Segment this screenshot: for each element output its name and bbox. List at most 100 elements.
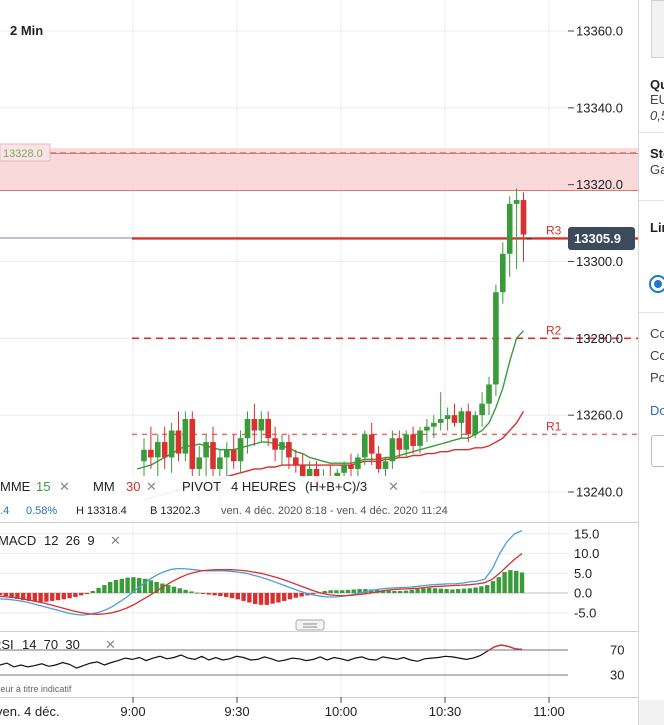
candle-down	[272, 438, 278, 450]
side-panel-input[interactable]	[651, 435, 664, 467]
ma-label: MM	[93, 479, 115, 494]
candle-down	[251, 419, 258, 431]
rsi-footnote: Valeur à titre indicatif	[0, 684, 72, 694]
candle-down	[286, 442, 292, 458]
side-panel-button[interactable]	[651, 0, 664, 58]
macd-hist-bar-positive	[334, 590, 339, 593]
macd-hist-bar-positive	[461, 588, 467, 593]
pivot-labels: R3 R2 R1	[546, 223, 562, 433]
macd-hist-bar-negative	[50, 593, 55, 601]
side-panel-separator	[639, 200, 664, 201]
macd-hist-bar-positive	[519, 572, 525, 593]
macd-hist-bar-positive	[96, 587, 101, 593]
macd-hist-bar-positive	[102, 585, 107, 593]
price-tick-label: 13320.0	[576, 177, 623, 192]
macd-hist-bar-positive	[189, 591, 194, 593]
timeframe-label[interactable]: 2 Min	[10, 23, 43, 38]
ma-period[interactable]: 30	[126, 479, 140, 494]
macd-hist-bar-positive	[363, 589, 368, 593]
macd-hist-bar-positive	[171, 586, 177, 593]
pivot-formula[interactable]: (H+B+C)/3	[305, 479, 367, 494]
side-panel-separator	[639, 312, 664, 313]
price-tick-label: 13300.0	[576, 254, 623, 269]
macd-hist-bar-negative	[44, 593, 49, 602]
price-tick-label: 13240.0	[576, 485, 623, 500]
rsi-params[interactable]: 14 70 30	[22, 637, 80, 652]
side-panel-item-8: Co	[650, 348, 664, 363]
macd-hist-bar-positive	[113, 579, 119, 593]
side-panel-item-4: Sto	[650, 146, 664, 161]
candle-down	[396, 438, 403, 450]
macd-hist-bar-positive	[409, 589, 414, 593]
macd-hist-bar-positive	[154, 581, 159, 593]
macd-hist-bar-positive	[328, 590, 333, 593]
candle-up	[424, 426, 430, 431]
current-price-tag[interactable]	[568, 227, 635, 250]
macd-params[interactable]: 12 26 9	[44, 533, 95, 548]
resistance-zone	[0, 148, 638, 191]
candle-up	[203, 442, 209, 458]
high-value: H 13318.4	[76, 505, 127, 517]
candle-up	[513, 200, 520, 204]
macd-tick-label: -5.0	[574, 605, 596, 620]
macd-hist-bar-negative	[299, 593, 304, 597]
candle-up	[458, 411, 465, 423]
side-panel-separator	[639, 132, 664, 133]
macd-hist-bar-positive	[502, 572, 507, 593]
side-panel-item-9: Po	[650, 370, 664, 385]
macd-hist-bar-positive	[432, 588, 438, 593]
price-tick-label: 13260.0	[576, 408, 623, 423]
candle-up	[389, 438, 396, 462]
rsi-close-icon[interactable]: ✕	[105, 638, 116, 653]
current-price-value: 13305.9	[574, 231, 621, 246]
rsi-overbought-segment	[486, 644, 523, 652]
macd-hist-bar-positive	[131, 577, 136, 593]
macd-tick-label: 15.0	[574, 526, 599, 541]
macd-hist-bar-positive	[125, 577, 130, 593]
candle-down	[265, 419, 271, 439]
macd-hist-bar-negative	[293, 593, 298, 598]
macd-hist-bar-negative	[79, 593, 84, 596]
pivot-close-icon[interactable]: ✕	[388, 480, 399, 495]
rsi-tick-label: 30	[610, 668, 624, 683]
pane-divider-1	[0, 522, 638, 523]
macd-resize-handle[interactable]	[295, 619, 325, 631]
candle-up	[362, 434, 368, 458]
side-panel-link[interactable]: Do	[650, 403, 664, 418]
change-abs: 5.4	[0, 505, 9, 517]
macd-hist-bar-negative	[276, 593, 281, 603]
partial-label: 13328.0	[3, 148, 43, 160]
ema-period[interactable]: 15	[36, 479, 50, 494]
macd-hist-bar-negative	[67, 593, 72, 599]
candle-up	[224, 449, 230, 458]
candle-up	[486, 384, 492, 404]
rsi-grid: 70 30	[0, 643, 624, 683]
macd-hist-bar-positive	[148, 580, 153, 593]
macd-hist-bar-negative	[61, 593, 66, 600]
time-tick-label: 9:00	[120, 704, 145, 719]
resistance-zone-bottom	[0, 190, 638, 191]
macd-label: MACD	[0, 533, 36, 548]
ema-close-icon[interactable]: ✕	[59, 480, 70, 495]
candle-down	[465, 411, 472, 435]
indicators-bar	[0, 476, 420, 519]
macd-tick-label: 5.0	[574, 566, 592, 581]
macd-hist-bar-negative	[247, 593, 252, 603]
pivot-label: PIVOT	[182, 479, 221, 494]
macd-hist-bar-negative	[200, 593, 206, 594]
candle-up	[141, 449, 147, 462]
macd-close-icon[interactable]: ✕	[110, 534, 121, 549]
macd-hist-bar-positive	[177, 588, 182, 593]
macd-hist-bar-positive	[351, 589, 356, 593]
macd-hist-bar-positive	[479, 586, 484, 593]
macd-line	[0, 530, 523, 616]
ma-close-icon[interactable]: ✕	[146, 480, 157, 495]
macd-hist-bar-positive	[160, 583, 165, 593]
macd-hist-bar-positive	[195, 592, 200, 594]
side-panel-radio[interactable]	[649, 275, 664, 293]
candle-up	[258, 419, 265, 431]
macd-hist-bar-negative	[287, 593, 293, 600]
macd-hist-bar-positive	[345, 589, 351, 593]
pivot-period[interactable]: 4 HEURES	[231, 479, 296, 494]
